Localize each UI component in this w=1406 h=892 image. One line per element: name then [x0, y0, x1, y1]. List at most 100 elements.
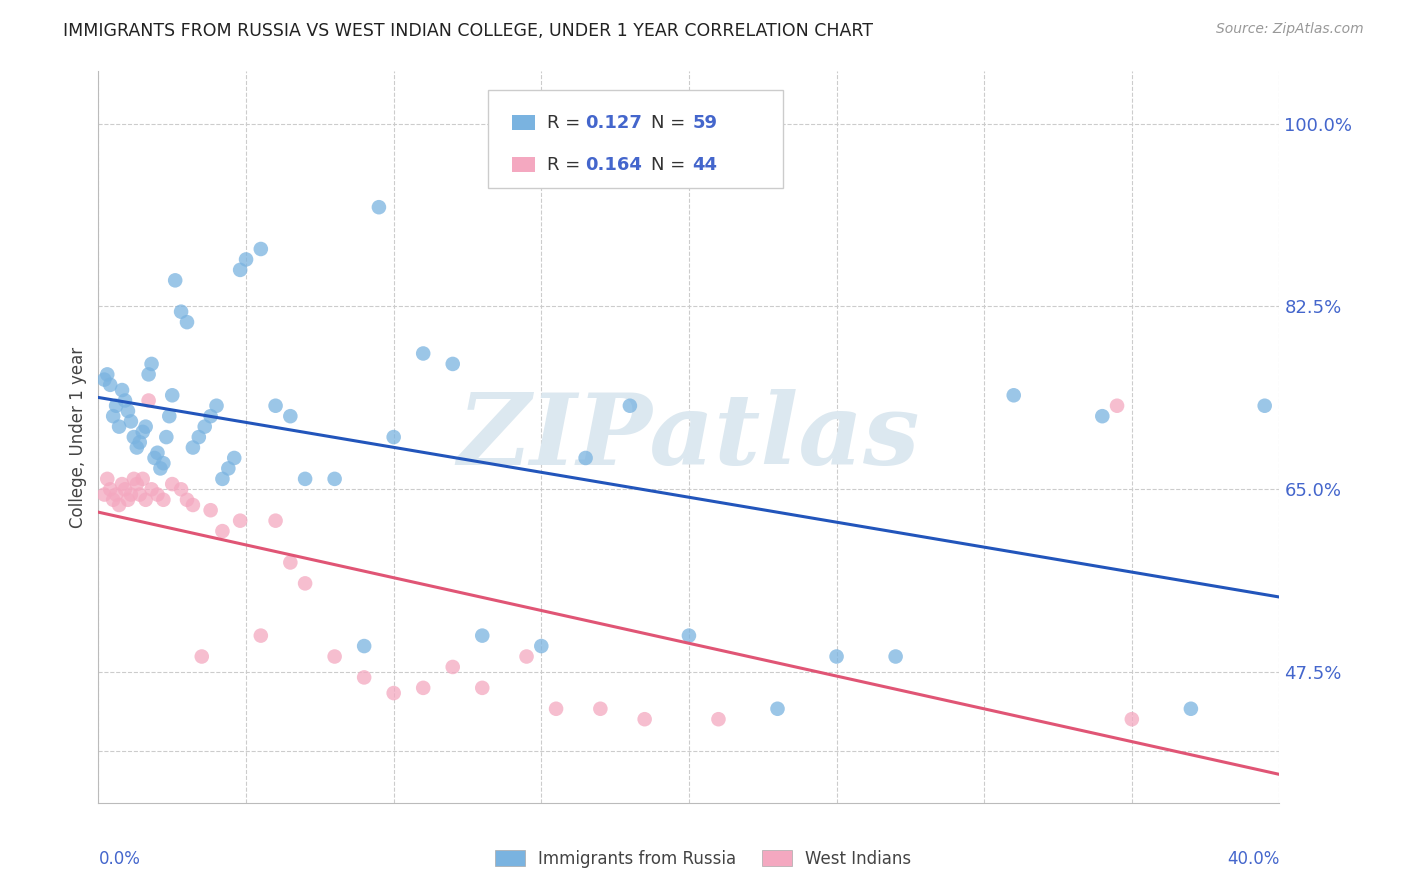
Point — [135, 492, 157, 507]
Point — [235, 252, 257, 267]
Point — [170, 304, 193, 318]
Point — [141, 357, 163, 371]
Point — [766, 702, 789, 716]
Point — [575, 450, 598, 465]
Point — [105, 399, 128, 413]
Point — [825, 649, 848, 664]
Point — [125, 441, 148, 455]
Text: R =: R = — [547, 155, 586, 174]
Point — [1121, 712, 1143, 726]
Point — [181, 441, 204, 455]
Point — [1107, 399, 1129, 413]
Text: 59: 59 — [693, 113, 717, 131]
Point — [678, 629, 700, 643]
Point — [152, 456, 174, 470]
Text: 0.0%: 0.0% — [98, 850, 141, 868]
Point — [224, 450, 246, 465]
Point — [162, 388, 183, 402]
Point — [105, 487, 128, 501]
Point — [368, 200, 391, 214]
Text: ZIPatlas: ZIPatlas — [458, 389, 920, 485]
Point — [200, 409, 222, 424]
Point — [125, 477, 148, 491]
Text: 44: 44 — [693, 155, 717, 174]
Point — [135, 419, 157, 434]
Point — [353, 670, 375, 684]
Point — [323, 649, 346, 664]
Point — [152, 492, 174, 507]
Text: IMMIGRANTS FROM RUSSIA VS WEST INDIAN COLLEGE, UNDER 1 YEAR CORRELATION CHART: IMMIGRANTS FROM RUSSIA VS WEST INDIAN CO… — [63, 22, 873, 40]
Point — [157, 409, 180, 424]
Point — [103, 492, 125, 507]
Point — [211, 472, 233, 486]
Point — [353, 639, 375, 653]
Point — [619, 399, 641, 413]
Text: 0.127: 0.127 — [585, 113, 643, 131]
Point — [176, 315, 198, 329]
Point — [187, 430, 209, 444]
Point — [117, 404, 139, 418]
Point — [280, 556, 302, 570]
Point — [117, 492, 139, 507]
Point — [441, 357, 464, 371]
Point — [412, 346, 434, 360]
Point — [194, 419, 217, 434]
Point — [264, 514, 287, 528]
Point — [217, 461, 239, 475]
Y-axis label: College, Under 1 year: College, Under 1 year — [69, 346, 87, 528]
Text: 0.164: 0.164 — [585, 155, 643, 174]
Point — [250, 629, 273, 643]
FancyBboxPatch shape — [488, 90, 783, 188]
Point — [294, 472, 316, 486]
Point — [264, 399, 287, 413]
Point — [546, 702, 568, 716]
Point — [323, 472, 346, 486]
FancyBboxPatch shape — [512, 157, 536, 172]
Point — [128, 435, 150, 450]
Point — [471, 681, 494, 695]
Point — [382, 686, 405, 700]
Point — [170, 483, 193, 497]
Point — [516, 649, 538, 664]
Point — [146, 446, 169, 460]
Point — [103, 409, 125, 424]
Point — [114, 393, 136, 408]
Point — [108, 419, 131, 434]
Point — [1254, 399, 1277, 413]
Point — [138, 393, 160, 408]
Point — [122, 430, 145, 444]
Point — [132, 472, 155, 486]
Point — [1002, 388, 1025, 402]
Point — [132, 425, 155, 439]
Point — [229, 263, 252, 277]
Point — [707, 712, 730, 726]
Point — [111, 383, 134, 397]
Point — [146, 487, 169, 501]
Point — [181, 498, 204, 512]
Point — [162, 477, 183, 491]
Point — [205, 399, 228, 413]
Point — [441, 660, 464, 674]
Point — [114, 483, 136, 497]
Text: N =: N = — [651, 155, 692, 174]
Point — [96, 472, 118, 486]
Text: N =: N = — [651, 113, 692, 131]
Point — [471, 629, 494, 643]
Point — [634, 712, 657, 726]
Point — [176, 492, 198, 507]
Point — [108, 498, 131, 512]
Point — [200, 503, 222, 517]
Point — [530, 639, 553, 653]
Point — [96, 368, 118, 382]
Point — [149, 461, 172, 475]
Point — [294, 576, 316, 591]
Point — [191, 649, 214, 664]
Point — [884, 649, 907, 664]
Point — [229, 514, 252, 528]
Point — [155, 430, 177, 444]
Point — [211, 524, 233, 538]
Point — [250, 242, 273, 256]
Point — [93, 487, 115, 501]
Point — [93, 373, 115, 387]
Point — [143, 450, 166, 465]
